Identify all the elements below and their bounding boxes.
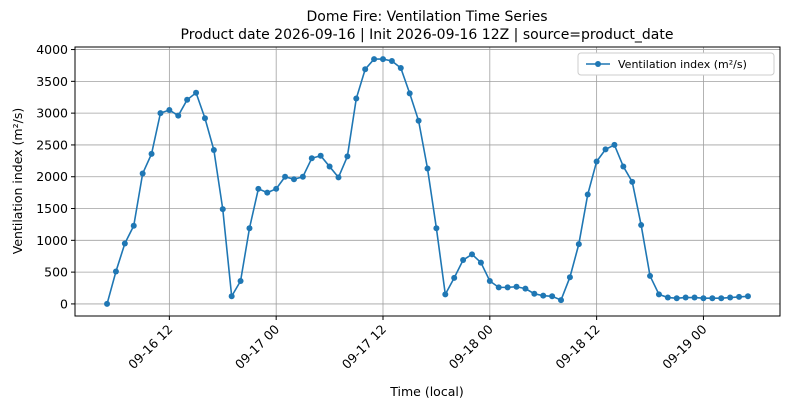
data-point xyxy=(469,251,476,258)
data-point xyxy=(504,284,511,291)
series-line xyxy=(106,58,749,305)
data-point xyxy=(139,170,146,177)
data-point xyxy=(326,163,333,170)
data-point xyxy=(219,206,226,213)
data-point xyxy=(566,274,573,281)
data-point xyxy=(709,295,716,302)
x-tick-label: 09-18 00 xyxy=(446,321,496,371)
data-point xyxy=(344,153,351,160)
x-tick-label: 09-19 00 xyxy=(659,321,709,371)
data-point xyxy=(130,222,137,229)
data-point xyxy=(460,257,467,264)
data-point xyxy=(531,290,538,297)
data-point xyxy=(558,297,565,304)
data-point xyxy=(379,56,386,63)
data-point xyxy=(415,117,422,124)
data-point xyxy=(112,268,119,275)
data-point xyxy=(477,259,484,266)
data-point xyxy=(442,291,449,298)
data-point xyxy=(290,176,297,183)
data-point xyxy=(718,295,725,302)
data-point xyxy=(308,155,315,162)
data-point xyxy=(486,278,493,285)
x-tick-label: 09-17 00 xyxy=(232,321,282,371)
data-point xyxy=(575,241,582,248)
y-tick-label: 500 xyxy=(44,265,68,280)
y-tick-label: 2500 xyxy=(36,137,68,152)
data-point xyxy=(700,295,707,302)
data-point xyxy=(727,294,734,301)
data-point xyxy=(424,165,431,172)
data-point xyxy=(673,295,680,302)
chart-subtitle: Product date 2026-09-16 | Init 2026-09-1… xyxy=(181,27,674,43)
plot-frame xyxy=(74,46,781,317)
data-point xyxy=(273,185,280,192)
y-tick-label: 3000 xyxy=(36,106,68,121)
data-point xyxy=(264,189,271,196)
data-point xyxy=(201,115,208,122)
data-point xyxy=(104,300,111,307)
y-tick-label: 4000 xyxy=(36,42,68,57)
data-point xyxy=(335,174,342,181)
data-point xyxy=(397,64,404,71)
y-tick-label: 0 xyxy=(60,296,68,311)
data-point xyxy=(166,106,173,113)
data-point xyxy=(451,274,458,281)
data-point xyxy=(121,240,128,247)
legend-label: Ventilation index (m²/s) xyxy=(618,58,747,71)
data-point xyxy=(282,173,289,180)
data-point xyxy=(584,191,591,198)
data-point xyxy=(513,283,520,290)
chart-title: Dome Fire: Ventilation Time Series xyxy=(306,9,547,25)
data-point xyxy=(495,284,502,291)
x-tick-label: 09-17 12 xyxy=(339,322,389,372)
data-point xyxy=(549,293,556,300)
legend-box xyxy=(577,52,775,76)
data-point xyxy=(184,96,191,103)
data-point xyxy=(210,147,217,154)
data-point xyxy=(175,112,182,119)
data-point xyxy=(362,66,369,73)
data-point xyxy=(664,294,671,301)
data-point xyxy=(691,294,698,301)
data-point xyxy=(246,225,253,232)
data-point xyxy=(406,90,413,97)
data-point xyxy=(736,293,743,300)
x-tick-label: 09-18 12 xyxy=(552,322,602,372)
y-tick-label: 3500 xyxy=(36,74,68,89)
x-tick-label: 09-16 12 xyxy=(125,322,175,372)
data-point xyxy=(540,292,547,299)
data-point xyxy=(255,185,262,192)
legend-marker xyxy=(595,61,601,67)
data-point xyxy=(682,294,689,301)
y-tick-label: 1000 xyxy=(36,233,68,248)
y-tick-label: 1500 xyxy=(36,201,68,216)
y-tick-label: 2000 xyxy=(36,169,68,184)
data-point xyxy=(237,278,244,285)
data-point xyxy=(620,163,627,170)
data-point xyxy=(317,152,324,159)
data-point xyxy=(602,146,609,153)
y-axis-label: Ventilation index (m²/s) xyxy=(10,108,25,254)
data-point xyxy=(228,293,235,300)
data-point xyxy=(148,150,155,157)
data-point xyxy=(744,293,751,300)
x-axis-label: Time (local) xyxy=(389,384,463,399)
data-point xyxy=(299,173,306,180)
data-point xyxy=(647,272,654,279)
data-point xyxy=(193,89,200,96)
data-point xyxy=(353,95,360,102)
data-point xyxy=(388,57,395,64)
data-point xyxy=(522,285,529,292)
data-point xyxy=(655,291,662,298)
data-point xyxy=(593,158,600,165)
data-point xyxy=(433,225,440,232)
data-point xyxy=(611,141,618,148)
data-point xyxy=(629,178,636,185)
data-point xyxy=(157,110,164,117)
data-point xyxy=(371,56,378,63)
data-point xyxy=(638,222,645,229)
